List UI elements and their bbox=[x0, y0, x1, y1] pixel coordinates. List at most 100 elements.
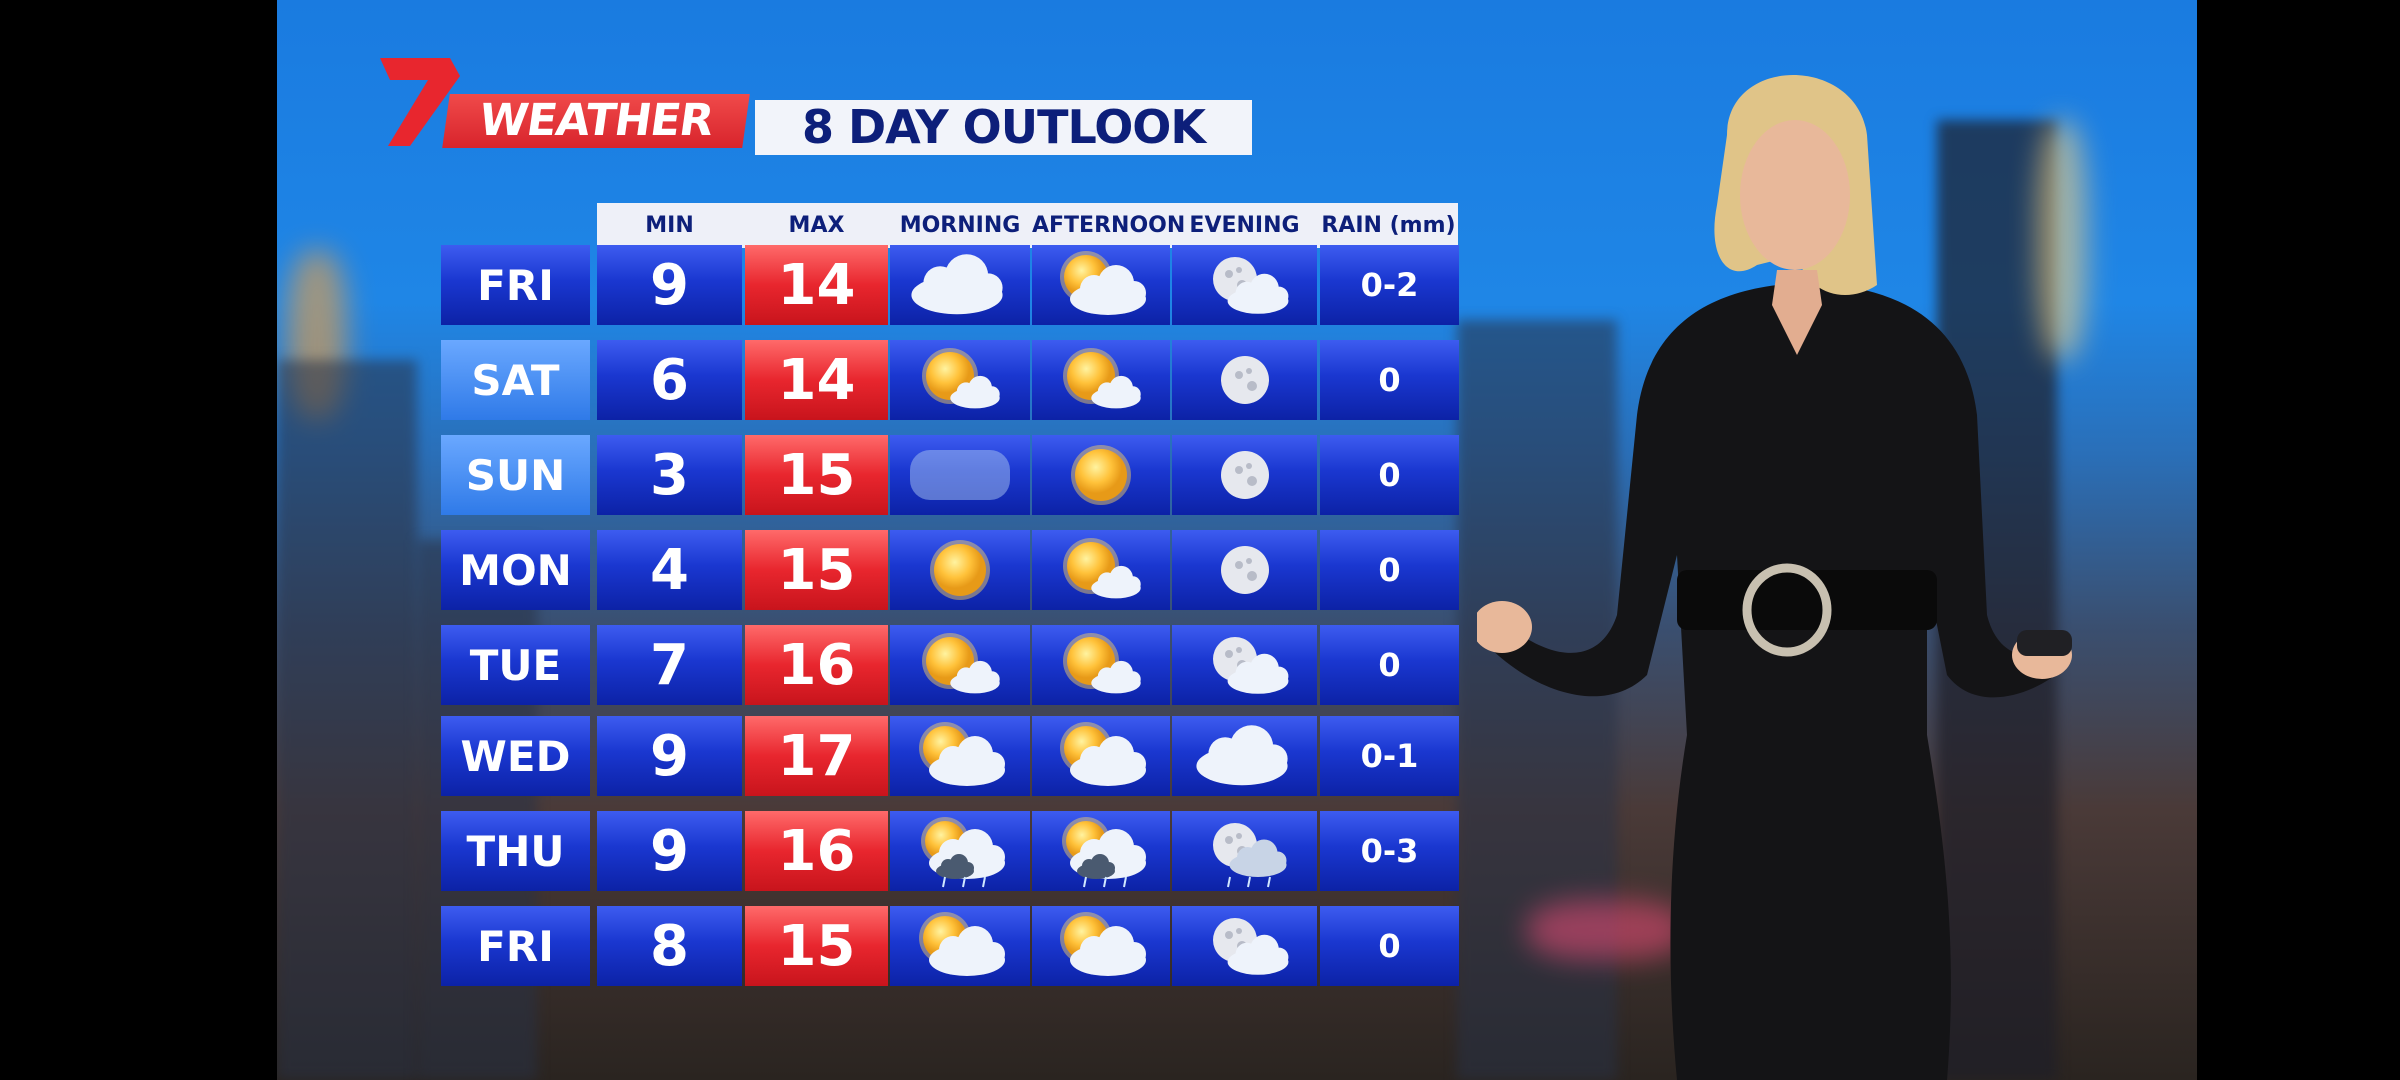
moon-icon bbox=[1220, 451, 1269, 499]
moon-cloud-icon bbox=[1212, 257, 1288, 314]
max-value: 15 bbox=[745, 530, 888, 610]
evening-cell bbox=[1172, 435, 1317, 515]
max-value: 16 bbox=[745, 811, 888, 891]
header-min: MIN bbox=[645, 213, 694, 238]
page-title: 8 DAY OUTLOOK bbox=[755, 100, 1252, 155]
evening-cell bbox=[1172, 906, 1317, 986]
morning-cell bbox=[890, 340, 1030, 420]
max-value: 15 bbox=[745, 906, 888, 986]
morning-cell bbox=[890, 811, 1030, 891]
seven-logo-icon bbox=[380, 58, 460, 146]
morning-cell bbox=[890, 906, 1030, 986]
evening-cell bbox=[1172, 625, 1317, 705]
forecast-row-thu: THU 9 16 0-3 bbox=[441, 811, 1459, 891]
mostly-sunny-icon bbox=[1063, 538, 1141, 599]
partly-cloudy-icon bbox=[1060, 251, 1146, 315]
seven-weather-logo: WEATHER bbox=[380, 58, 752, 150]
day-value: FRI bbox=[441, 245, 590, 325]
afternoon-cell bbox=[1032, 811, 1170, 891]
afternoon-cell bbox=[1032, 435, 1170, 515]
evening-cell bbox=[1172, 340, 1317, 420]
morning-cell bbox=[890, 625, 1030, 705]
day-value: TUE bbox=[441, 625, 590, 705]
day-value: THU bbox=[441, 811, 590, 891]
header-morning: MORNING bbox=[899, 213, 1021, 238]
rain-value: 0-1 bbox=[1320, 716, 1459, 796]
moon-cloud-icon bbox=[1212, 918, 1288, 975]
weather-label: WEATHER bbox=[442, 94, 750, 148]
max-value: 15 bbox=[745, 435, 888, 515]
rain-value: 0 bbox=[1320, 435, 1459, 515]
evening-cell bbox=[1172, 811, 1317, 891]
fog-icon bbox=[910, 450, 1010, 500]
max-value: 14 bbox=[745, 340, 888, 420]
min-value: 9 bbox=[597, 811, 742, 891]
forecast-row-sun: SUN 3 15 0 bbox=[441, 435, 1459, 515]
day-value: WED bbox=[441, 716, 590, 796]
header-rain: RAIN (mm) bbox=[1321, 213, 1456, 238]
evening-cell bbox=[1172, 245, 1317, 325]
afternoon-cell bbox=[1032, 245, 1170, 325]
sunny-icon bbox=[1071, 445, 1131, 505]
max-value: 16 bbox=[745, 625, 888, 705]
rain-value: 0 bbox=[1320, 906, 1459, 986]
forecast-row-mon: MON 4 15 0 bbox=[441, 530, 1459, 610]
moon-icon bbox=[1220, 356, 1269, 404]
afternoon-cell bbox=[1032, 625, 1170, 705]
forecast-row-fri: FRI 9 14 0-2 bbox=[441, 245, 1459, 325]
moon-cloud-icon bbox=[1212, 637, 1288, 694]
sunny-icon bbox=[930, 540, 990, 600]
forecast-row-sat: SAT 6 14 0 bbox=[441, 340, 1459, 420]
min-value: 4 bbox=[597, 530, 742, 610]
morning-cell bbox=[890, 716, 1030, 796]
rain-value: 0 bbox=[1320, 530, 1459, 610]
morning-cell bbox=[890, 435, 1030, 515]
afternoon-cell bbox=[1032, 340, 1170, 420]
rain-value: 0 bbox=[1320, 340, 1459, 420]
min-value: 8 bbox=[597, 906, 742, 986]
day-value: SUN bbox=[441, 435, 590, 515]
showers-icon bbox=[1062, 817, 1146, 888]
forecast-row-tue: TUE 7 16 0 bbox=[441, 625, 1459, 705]
min-value: 6 bbox=[597, 340, 742, 420]
rain-value: 0 bbox=[1320, 625, 1459, 705]
moon-showers-icon bbox=[1212, 823, 1286, 888]
mostly-sunny-icon bbox=[922, 633, 1000, 694]
afternoon-cell bbox=[1032, 530, 1170, 610]
presenter bbox=[1477, 75, 2072, 1080]
header-evening: EVENING bbox=[1189, 213, 1300, 238]
min-value: 9 bbox=[597, 716, 742, 796]
afternoon-cell bbox=[1032, 906, 1170, 986]
rain-value: 0-2 bbox=[1320, 245, 1459, 325]
table-header: MIN MAX MORNING AFTERNOON EVENING RAIN (… bbox=[597, 203, 1458, 248]
day-value: FRI bbox=[441, 906, 590, 986]
partly-cloudy-icon bbox=[1060, 722, 1146, 786]
mostly-sunny-icon bbox=[1063, 633, 1141, 694]
mostly-sunny-icon bbox=[1063, 348, 1141, 409]
max-value: 14 bbox=[745, 245, 888, 325]
day-value: MON bbox=[441, 530, 590, 610]
min-value: 9 bbox=[597, 245, 742, 325]
showers-icon bbox=[921, 817, 1005, 888]
cloudy-icon bbox=[1195, 725, 1288, 786]
min-value: 3 bbox=[597, 435, 742, 515]
morning-cell bbox=[890, 530, 1030, 610]
mostly-sunny-icon bbox=[922, 348, 1000, 409]
afternoon-cell bbox=[1032, 716, 1170, 796]
weather-broadcast-frame: WEATHER 8 DAY OUTLOOK MIN MAX MORNING AF… bbox=[277, 0, 2197, 1080]
min-value: 7 bbox=[597, 625, 742, 705]
partly-cloudy-icon bbox=[1060, 912, 1146, 976]
partly-cloudy-icon bbox=[919, 912, 1005, 976]
day-value: SAT bbox=[441, 340, 590, 420]
header-max: MAX bbox=[788, 213, 845, 238]
forecast-row-fri: FRI 8 15 0 bbox=[441, 906, 1459, 986]
cloudy-icon bbox=[911, 254, 1003, 315]
forecast-row-wed: WED 9 17 0-1 bbox=[441, 716, 1459, 796]
partly-cloudy-icon bbox=[919, 722, 1005, 786]
evening-cell bbox=[1172, 716, 1317, 796]
max-value: 17 bbox=[745, 716, 888, 796]
rain-value: 0-3 bbox=[1320, 811, 1459, 891]
moon-icon bbox=[1220, 546, 1269, 594]
header-afternoon: AFTERNOON bbox=[1032, 213, 1186, 238]
morning-cell bbox=[890, 245, 1030, 325]
